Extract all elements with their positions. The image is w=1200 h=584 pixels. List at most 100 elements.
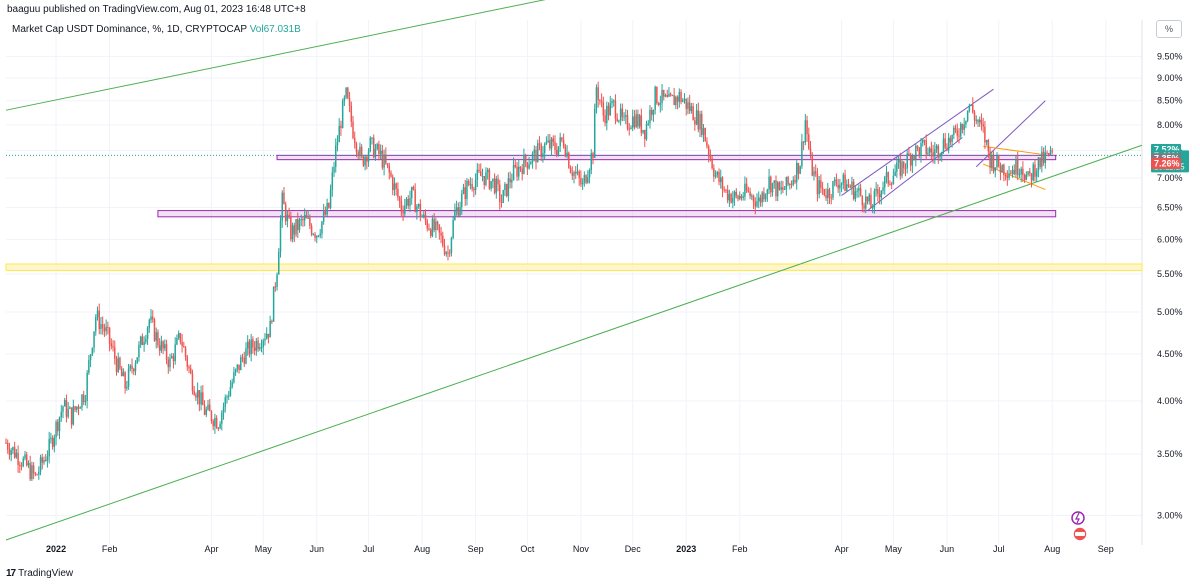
candle-body (564, 146, 567, 157)
symbol-label: Market Cap USDT Dominance, %, 1D, CRYPTO… (12, 24, 247, 35)
candle-body (966, 110, 969, 121)
candle-body (1039, 157, 1041, 167)
candle-body (367, 151, 370, 162)
candle-body (461, 193, 463, 208)
candle-body (956, 130, 959, 136)
candles (5, 81, 1053, 482)
candle-body (718, 171, 720, 183)
candle-body (849, 185, 851, 188)
candle-body (757, 197, 760, 202)
candle-body (535, 149, 537, 163)
candle-body (410, 186, 413, 199)
candle-body (585, 175, 587, 183)
candle-body (72, 406, 75, 425)
time-axis[interactable]: 2022 Feb Apr May Jun Jul Aug Sep Oct Nov Dec 2023 Fe… (46, 544, 1114, 554)
candle-body (38, 471, 40, 475)
candle-body (840, 182, 843, 185)
candle-body (578, 171, 580, 178)
candle-body (554, 141, 556, 151)
candle-body (172, 356, 175, 362)
candle-body (1041, 151, 1043, 167)
y-tick-label: 9.50% (1157, 51, 1183, 61)
candle-body (234, 369, 237, 373)
trend-line (5, 0, 546, 111)
percent-scale-button[interactable]: % (1156, 20, 1182, 38)
candle-body (297, 219, 299, 231)
candle-body (5, 442, 7, 444)
candle-body (799, 166, 801, 174)
candle-body (405, 199, 408, 206)
candle-body (878, 193, 881, 198)
x-tick-label: Feb (102, 544, 118, 554)
candle-body (252, 339, 254, 348)
candle-body (770, 176, 772, 193)
candle-body (359, 146, 361, 157)
candle-body (481, 175, 484, 177)
candle-body (353, 137, 356, 144)
x-tick-label: 2022 (46, 544, 66, 554)
candle-body (124, 372, 126, 389)
candle-body (1010, 173, 1012, 175)
candle-body (376, 144, 378, 149)
price-axis[interactable]: 3.00% 3.50% 4.00% 4.50% 5.00% 5.50% 6.00% 6.50%… (1157, 51, 1183, 520)
candle-body (464, 187, 466, 200)
candle-body (1034, 164, 1036, 177)
candle-body (222, 406, 225, 413)
candle-body (6, 442, 9, 450)
candle-body (219, 423, 221, 429)
candle-body (991, 155, 993, 168)
price-badge-label: 7.52% (1154, 144, 1180, 154)
x-tick-label: Aug (414, 544, 430, 554)
candle-body (861, 195, 864, 206)
candle-body (500, 201, 503, 203)
candle-body (450, 237, 453, 253)
candle-body (24, 454, 26, 459)
candle-body (74, 406, 76, 410)
price-badge-label: 7.26% (1154, 158, 1180, 168)
candle-body (947, 137, 950, 151)
candle-body (711, 158, 713, 169)
candle-body (882, 187, 884, 191)
candle-body (480, 171, 482, 177)
candle-body (210, 411, 213, 422)
candle-body (782, 187, 784, 190)
candle-body (305, 215, 308, 219)
candle-body (688, 102, 691, 111)
candle-body (809, 148, 812, 156)
candle-body (208, 404, 211, 412)
candle-body (435, 221, 437, 231)
candle-body (459, 207, 461, 216)
candle-body (400, 201, 403, 212)
candle-body (412, 186, 415, 190)
candle-body (284, 204, 287, 222)
candle-body (490, 181, 492, 189)
candle-body (982, 123, 984, 127)
candle-body (687, 102, 689, 109)
candle-body (336, 142, 339, 146)
candle-body (999, 166, 1002, 173)
candle-body (897, 160, 900, 163)
candle-body (226, 396, 228, 398)
candle-body (110, 343, 113, 347)
candle-body (333, 166, 335, 173)
candle-body (165, 344, 168, 360)
candle-body (858, 188, 860, 191)
candle-body (221, 412, 223, 424)
event-icons[interactable] (1071, 511, 1088, 542)
candle-body (818, 180, 820, 195)
candle-body (545, 142, 548, 145)
candle-body (433, 218, 435, 231)
candle-body (701, 113, 703, 135)
candle-body (217, 428, 220, 430)
candle-body (240, 357, 242, 371)
candle-body (961, 123, 964, 130)
candle-body (259, 347, 261, 350)
candle-body (303, 215, 306, 221)
candle-body (57, 421, 59, 432)
candle-body (775, 180, 777, 197)
candle-body (623, 116, 625, 118)
candle-body (278, 252, 280, 275)
candle-body (46, 456, 49, 461)
candle-body (246, 341, 249, 349)
